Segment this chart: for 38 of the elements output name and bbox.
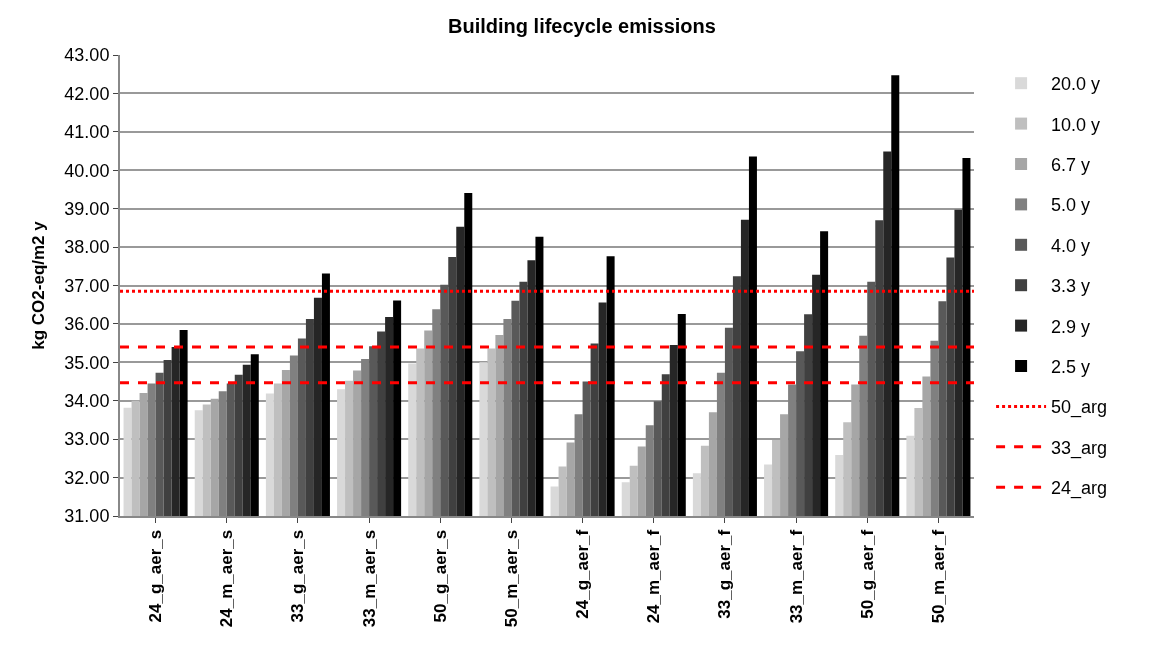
y-tick-label: 32.00 (64, 467, 110, 488)
x-tick-label: 24_m_aer_s (217, 529, 237, 628)
x-tick-label: 33_m_aer_s (359, 529, 379, 628)
y-tick-label: 42.00 (64, 83, 110, 104)
x-tick-label: 24_g_aer_s (146, 529, 166, 623)
legend-label: 2.9 y (1051, 316, 1091, 337)
y-tick-label: 40.00 (64, 160, 110, 181)
y-tick-label: 33.00 (64, 429, 110, 450)
legend-label: 4.0 y (1051, 235, 1091, 256)
y-tick-label: 34.00 (64, 391, 110, 412)
x-tick-label: 24_m_aer_f (644, 529, 664, 624)
legend-label: 2.5 y (1051, 357, 1091, 378)
y-tick-label: 38.00 (64, 237, 110, 258)
legend-label: 33_arg (1051, 437, 1108, 459)
x-tick-label: 33_g_aer_s (288, 529, 308, 623)
legend-label: 3.3 y (1051, 276, 1091, 297)
x-tick-label: 50_g_aer_f (857, 529, 877, 619)
legend-label: 50_arg (1051, 397, 1108, 419)
y-tick-label: 39.00 (64, 198, 110, 219)
legend-label: 20.0 y (1051, 74, 1101, 95)
chart-title: Building lifecycle emissions (448, 15, 716, 38)
x-tick-label: 50_m_aer_f (928, 529, 948, 624)
y-axis-title: kg CO2-eq/m2 y (29, 220, 49, 350)
legend-label: 5.0 y (1051, 195, 1091, 216)
x-tick-label: 50_g_aer_s (430, 529, 450, 623)
x-tick-label: 24_g_aer_f (573, 529, 593, 619)
y-tick-label: 37.00 (64, 275, 110, 296)
y-tick-label: 31.00 (64, 506, 110, 527)
x-tick-label: 50_m_aer_s (501, 529, 521, 628)
x-tick-label: 33_m_aer_f (786, 529, 806, 624)
legend-label: 10.0 y (1051, 114, 1101, 135)
y-tick-label: 43.00 (64, 45, 110, 66)
legend-label: 24_arg (1051, 478, 1108, 500)
legend-label: 6.7 y (1051, 155, 1091, 176)
y-tick-label: 36.00 (64, 314, 110, 335)
y-tick-label: 41.00 (64, 122, 110, 143)
y-tick-label: 35.00 (64, 352, 110, 373)
x-tick-label: 33_g_aer_f (715, 529, 735, 619)
